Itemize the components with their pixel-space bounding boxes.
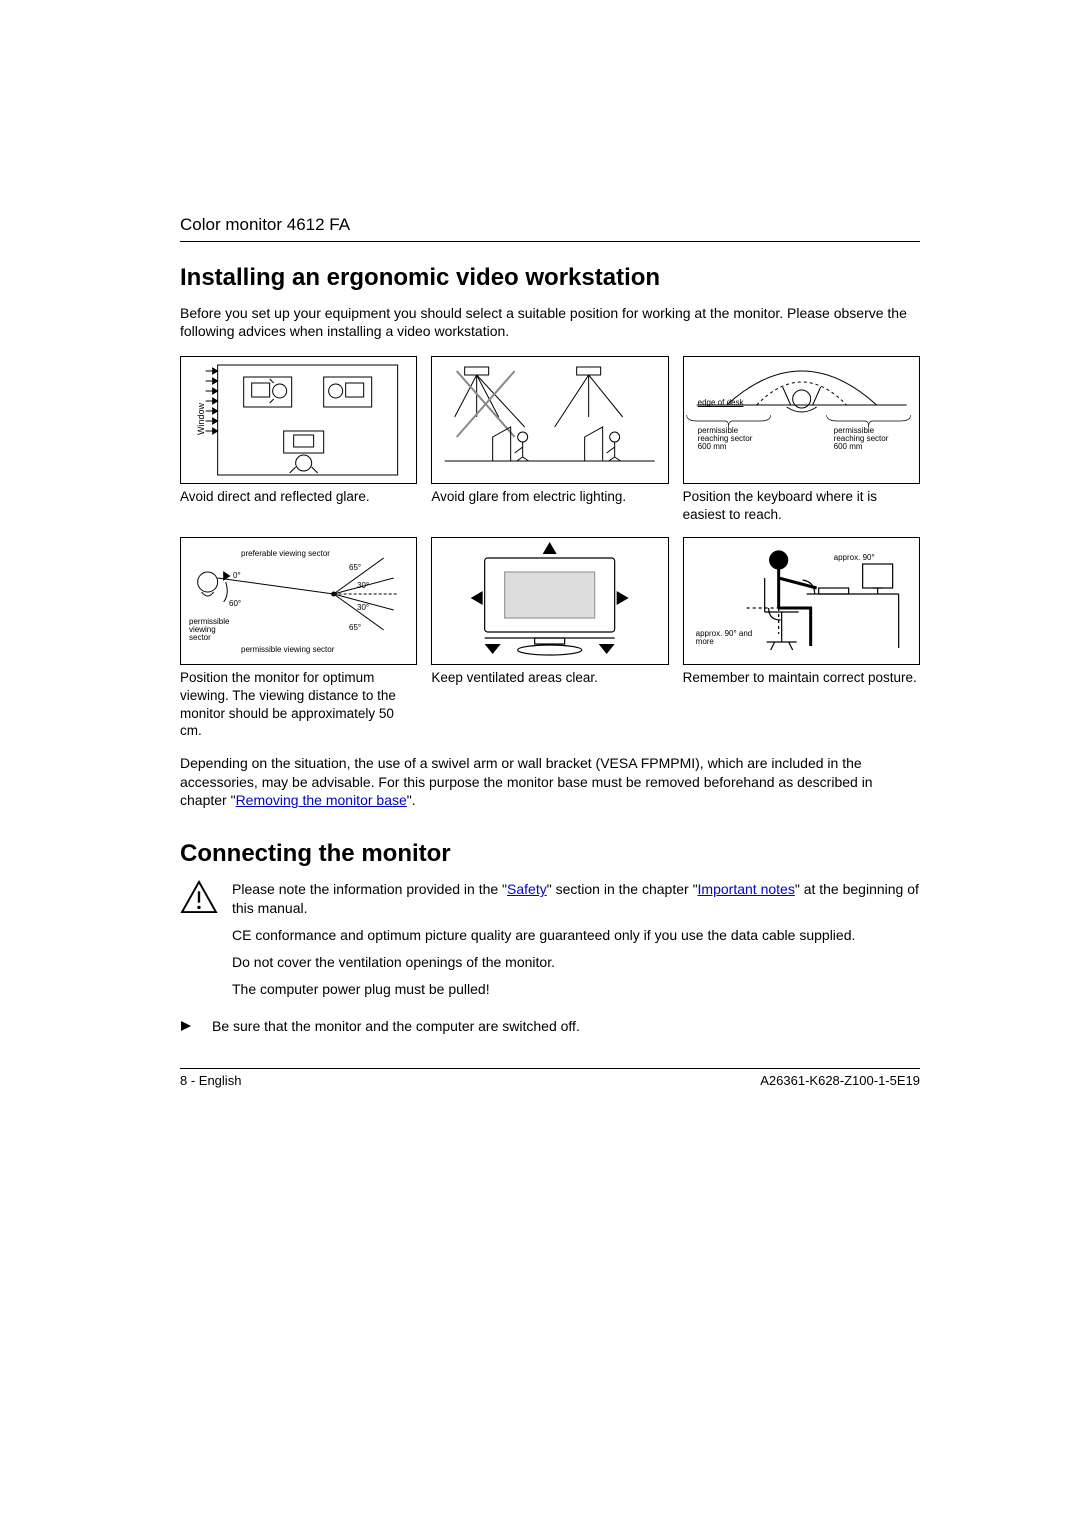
figure-glare: Window xyxy=(180,356,417,484)
intro-paragraph: Before you set up your equipment you sho… xyxy=(180,304,920,340)
figure-keyboard-reach: edge of desk permissible reaching sector… xyxy=(683,356,920,484)
warn-p1-mid: " section in the chapter " xyxy=(547,881,698,897)
header-rule xyxy=(180,241,920,242)
warning-icon xyxy=(180,880,218,919)
pref-label: preferable viewing sector xyxy=(241,550,330,558)
perm-bottom-label: permissible viewing sector xyxy=(241,646,334,654)
figure-posture: approx. 90° approx. 90° and more xyxy=(683,537,920,665)
vesa-text-after: ". xyxy=(407,792,416,808)
perm-left-label2: permissible viewing sector xyxy=(189,618,239,642)
instruction-bullet: Be sure that the monitor and the compute… xyxy=(180,1017,920,1037)
triangle-bullet-icon xyxy=(180,1017,194,1037)
page-header-title: Color monitor 4612 FA xyxy=(180,215,920,235)
footer-rule xyxy=(180,1068,920,1069)
perm-right-label: permissible reaching sector 600 mm xyxy=(834,427,904,451)
link-removing-base[interactable]: Removing the monitor base xyxy=(236,792,407,808)
caption-6: Remember to maintain correct posture. xyxy=(683,669,920,687)
figure-viewing-sector: preferable viewing sector permissible vi… xyxy=(180,537,417,665)
link-important-notes[interactable]: Important notes xyxy=(698,881,795,897)
edge-of-desk-label: edge of desk xyxy=(698,399,744,407)
figure-grid: Window xyxy=(180,356,920,739)
caption-4: Position the monitor for optimum viewing… xyxy=(180,669,417,739)
figure-lighting xyxy=(431,356,668,484)
figure-cell-6: approx. 90° approx. 90° and more xyxy=(683,537,920,739)
figure-ventilation xyxy=(431,537,668,665)
warn-p3: Do not cover the ventilation openings of… xyxy=(232,953,920,972)
bullet-text: Be sure that the monitor and the compute… xyxy=(212,1017,920,1036)
warning-block: Please note the information provided in … xyxy=(180,880,920,1006)
caption-5: Keep ventilated areas clear. xyxy=(431,669,668,687)
page-footer: 8 - English A26361-K628-Z100-1-5E19 xyxy=(180,1060,920,1088)
approx90-top: approx. 90° xyxy=(834,554,875,562)
angle-30b: 30° xyxy=(357,604,369,612)
heading-installing: Installing an ergonomic video workstatio… xyxy=(180,264,920,292)
caption-3: Position the keyboard where it is easies… xyxy=(683,488,920,523)
angle-65a: 65° xyxy=(349,564,361,572)
window-label: Window xyxy=(197,403,207,435)
warn-p1-before: Please note the information provided in … xyxy=(232,881,507,897)
caption-2: Avoid glare from electric lighting. xyxy=(431,488,668,506)
angle-30a: 30° xyxy=(357,582,369,590)
vesa-paragraph: Depending on the situation, the use of a… xyxy=(180,754,920,811)
warn-p4: The computer power plug must be pulled! xyxy=(232,980,920,999)
warn-p2: CE conformance and optimum picture quali… xyxy=(232,926,920,945)
angle-60: 60° xyxy=(229,600,241,608)
angle-65b: 65° xyxy=(349,624,361,632)
footer-left: 8 - English xyxy=(180,1073,241,1088)
figure-cell-2: Avoid glare from electric lighting. xyxy=(431,356,668,523)
figure-cell-1: Window xyxy=(180,356,417,523)
perm-left-label: permissible reaching sector 600 mm xyxy=(698,427,768,451)
footer-right: A26361-K628-Z100-1-5E19 xyxy=(760,1073,920,1088)
angle-0: 0° xyxy=(233,572,241,580)
warn-p1: Please note the information provided in … xyxy=(232,880,920,918)
caption-1: Avoid direct and reflected glare. xyxy=(180,488,417,506)
figure-cell-4: preferable viewing sector permissible vi… xyxy=(180,537,417,739)
approx90-bottom: approx. 90° and more xyxy=(696,630,756,646)
link-safety[interactable]: Safety xyxy=(507,881,547,897)
heading-connecting: Connecting the monitor xyxy=(180,840,920,868)
figure-cell-3: edge of desk permissible reaching sector… xyxy=(683,356,920,523)
figure-cell-5: Keep ventilated areas clear. xyxy=(431,537,668,739)
